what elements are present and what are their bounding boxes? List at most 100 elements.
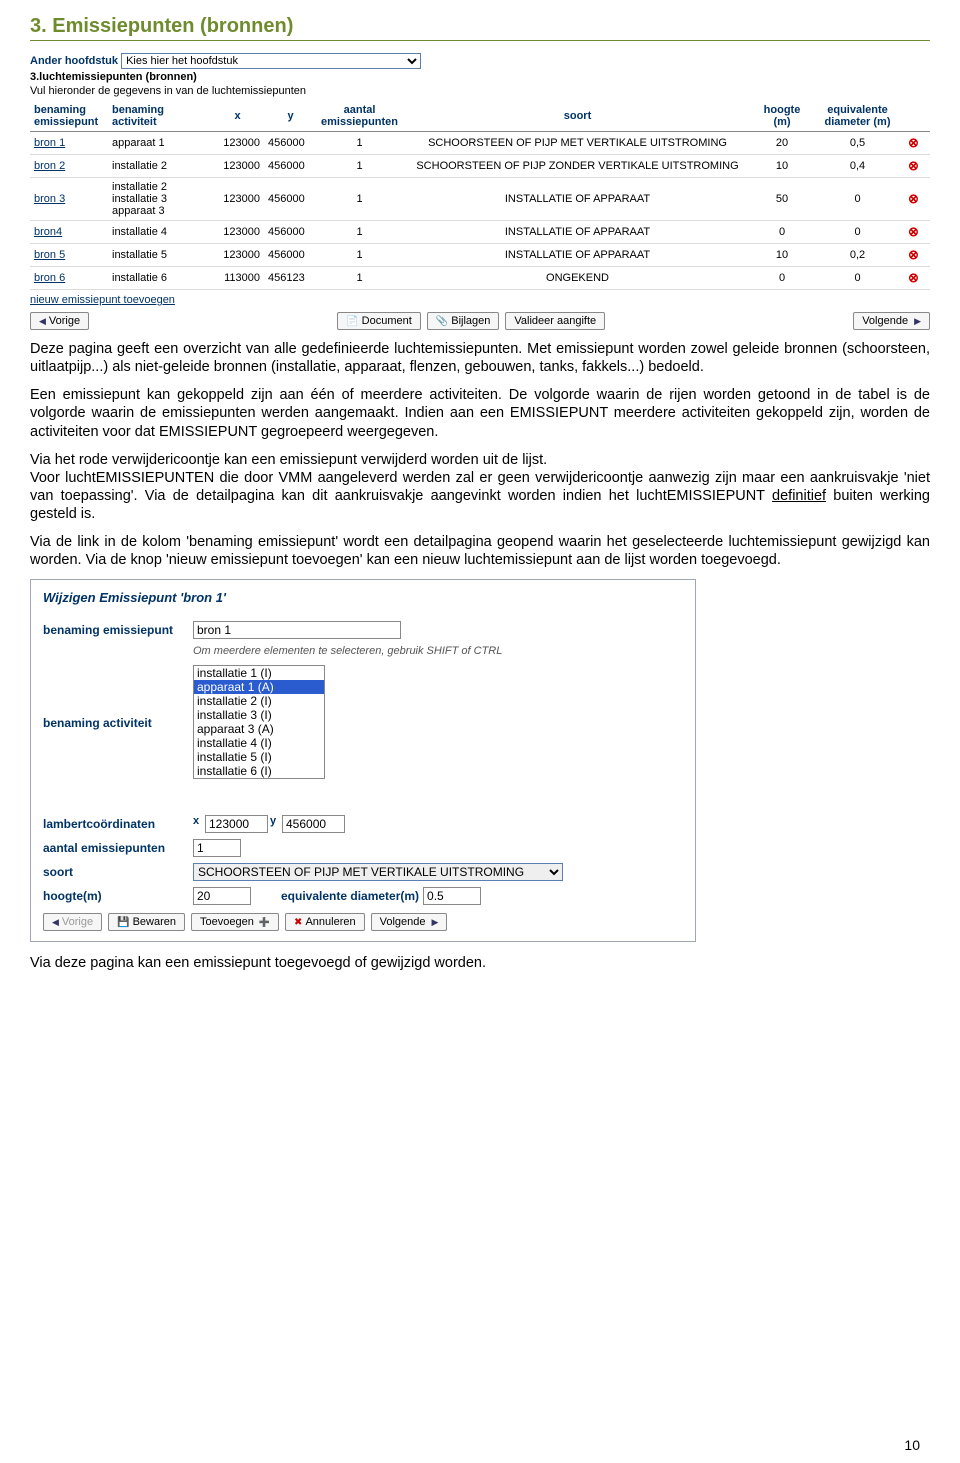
body-p5: Via deze pagina kan een emissiepunt toeg… (30, 954, 930, 972)
label-benaming-ep: benaming emissiepunt (43, 621, 193, 637)
cell-act: installatie 4 (108, 221, 211, 244)
cell-n: 1 (317, 178, 402, 221)
toevoegen-button[interactable]: Toevoegen (191, 913, 279, 931)
label-y: y (270, 815, 282, 827)
bewaren-button[interactable]: Bewaren (108, 913, 185, 931)
label-hoogte: hoogte(m) (43, 887, 193, 903)
heading-underline (30, 40, 930, 41)
delete-icon[interactable]: ⊗ (908, 191, 919, 206)
cell-x: 123000 (211, 221, 264, 244)
listbox-item[interactable]: installatie 4 (I) (194, 736, 324, 750)
cell-y: 456000 (264, 132, 317, 155)
cell-act: apparaat 1 (108, 132, 211, 155)
cell-d: 0,4 (811, 155, 904, 178)
listbox-item[interactable]: installatie 1 (I) (194, 666, 324, 680)
annuleren-button[interactable]: Annuleren (285, 913, 365, 931)
cell-soort: INSTALLATIE OF APPARAAT (402, 178, 753, 221)
cell-act: installatie 2installatie 3apparaat 3 (108, 178, 211, 221)
table-row: bron4installatie 41230004560001INSTALLAT… (30, 221, 930, 244)
listbox-item[interactable]: apparaat 1 (A) (194, 680, 324, 694)
input-aantal[interactable] (193, 839, 241, 857)
cell-h: 0 (753, 221, 811, 244)
cell-n: 1 (317, 267, 402, 290)
ander-hoofdstuk-select[interactable]: Kies hier het hoofdstuk (121, 53, 421, 69)
listbox-item[interactable]: installatie 6 (I) (194, 764, 324, 778)
delete-icon[interactable]: ⊗ (908, 224, 919, 239)
cell-x: 123000 (211, 178, 264, 221)
listbox-item[interactable]: apparaat 3 (A) (194, 722, 324, 736)
delete-icon[interactable]: ⊗ (908, 270, 919, 285)
cell-h: 50 (753, 178, 811, 221)
vorige-button[interactable]: Vorige (30, 312, 89, 330)
listbox-item[interactable]: installatie 2 (I) (194, 694, 324, 708)
col-y: y (264, 101, 317, 132)
valideer-button[interactable]: Valideer aangifte (505, 312, 605, 330)
page-heading: 3. Emissiepunten (bronnen) (30, 15, 930, 38)
col-hoogte: hoogte (m) (753, 101, 811, 132)
bron-link[interactable]: bron 1 (34, 137, 65, 149)
cell-x: 123000 (211, 155, 264, 178)
cell-d: 0,2 (811, 244, 904, 267)
cell-h: 0 (753, 267, 811, 290)
cell-d: 0 (811, 178, 904, 221)
cell-x: 123000 (211, 132, 264, 155)
instruction-text: Vul hieronder de gegevens in van de luch… (30, 85, 930, 97)
col-benaming-ep: benaming emissiepunt (30, 101, 108, 132)
listbox-item[interactable]: installatie 5 (I) (194, 750, 324, 764)
delete-icon[interactable]: ⊗ (908, 247, 919, 262)
document-button[interactable]: Document (337, 312, 421, 330)
cell-act: installatie 2 (108, 155, 211, 178)
screenshot-overview: Ander hoofdstuk Kies hier het hoofdstuk … (30, 53, 930, 330)
label-lambert: lambertcoördinaten (43, 815, 193, 831)
bron-link[interactable]: bron4 (34, 226, 62, 238)
cell-soort: ONGEKEND (402, 267, 753, 290)
input-x[interactable] (205, 815, 268, 833)
nieuw-emissiepunt-link[interactable]: nieuw emissiepunt toevoegen (30, 294, 175, 306)
select-soort[interactable]: SCHOORSTEEN OF PIJP MET VERTIKALE UITSTR… (193, 863, 563, 881)
volgende-button[interactable]: Volgende (853, 312, 930, 330)
input-hoogte[interactable] (193, 887, 251, 905)
form-volgende-button[interactable]: Volgende (371, 913, 448, 931)
cell-y: 456000 (264, 178, 317, 221)
table-row: bron 3 installatie 2installatie 3apparaat… (30, 178, 930, 221)
cell-h: 10 (753, 244, 811, 267)
listbox-item[interactable]: installatie 3 (I) (194, 708, 324, 722)
cell-soort: SCHOORSTEEN OF PIJP ZONDER VERTIKALE UIT… (402, 155, 753, 178)
form-title: Wijzigen Emissiepunt 'bron 1' (43, 590, 683, 605)
bron-link[interactable]: bron 5 (34, 249, 65, 261)
body-p2: Een emissiepunt kan gekoppeld zijn aan é… (30, 386, 930, 440)
bron-link[interactable]: bron 6 (34, 272, 65, 284)
input-y[interactable] (282, 815, 345, 833)
cell-d: 0,5 (811, 132, 904, 155)
input-diameter[interactable] (423, 887, 481, 905)
bron-link[interactable]: bron 3 (34, 193, 65, 205)
label-aantal: aantal emissiepunten (43, 839, 193, 855)
emissiepunten-table: benaming emissiepunt benaming activiteit… (30, 101, 930, 290)
table-row: bron 6installatie 61130004561231ONGEKEND… (30, 267, 930, 290)
cell-y: 456000 (264, 244, 317, 267)
table-row: bron 5installatie 51230004560001INSTALLA… (30, 244, 930, 267)
delete-icon[interactable]: ⊗ (908, 135, 919, 150)
input-benaming-ep[interactable] (193, 621, 401, 639)
body-p3: Via het rode verwijdericoontje kan een e… (30, 451, 930, 524)
cell-act: installatie 6 (108, 267, 211, 290)
bijlagen-button[interactable]: Bijlagen (427, 312, 500, 330)
body-p1: Deze pagina geeft een overzicht van alle… (30, 340, 930, 376)
cell-h: 10 (753, 155, 811, 178)
label-soort: soort (43, 863, 193, 879)
col-soort: soort (402, 101, 753, 132)
cell-d: 0 (811, 267, 904, 290)
label-benaming-act: benaming activiteit (43, 714, 193, 730)
bron-link[interactable]: bron 2 (34, 160, 65, 172)
activiteit-listbox[interactable]: installatie 1 (I)apparaat 1 (A)installat… (193, 665, 325, 779)
ander-hoofdstuk-label: Ander hoofdstuk (30, 55, 118, 67)
col-diameter: equivalente diameter (m) (811, 101, 904, 132)
label-diameter: equivalente diameter(m) (281, 887, 419, 903)
cell-n: 1 (317, 155, 402, 178)
label-x: x (193, 815, 205, 827)
col-x: x (211, 101, 264, 132)
multiselect-note: Om meerdere elementen te selecteren, geb… (193, 645, 683, 657)
cell-n: 1 (317, 132, 402, 155)
delete-icon[interactable]: ⊗ (908, 158, 919, 173)
body-p4: Via de link in de kolom 'benaming emissi… (30, 533, 930, 569)
